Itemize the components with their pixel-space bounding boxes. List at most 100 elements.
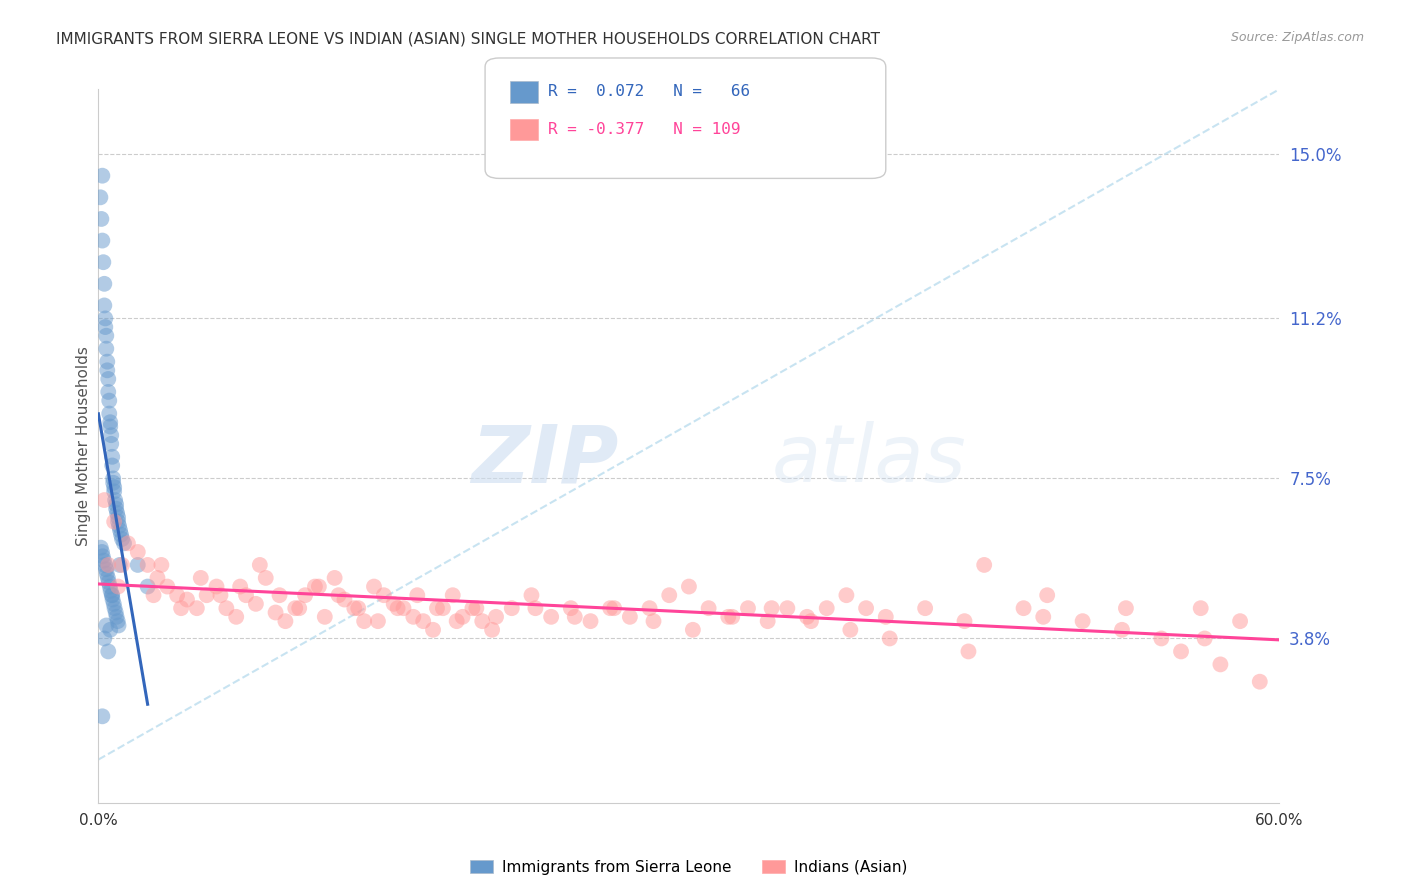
Point <box>540 610 562 624</box>
Point <box>170 601 193 615</box>
Point <box>796 610 818 624</box>
Point <box>1036 588 1059 602</box>
Point <box>98 415 121 429</box>
Point <box>100 428 122 442</box>
Point <box>91 709 114 723</box>
Point <box>89 190 111 204</box>
Point <box>245 597 267 611</box>
Point <box>879 632 901 646</box>
Point <box>914 601 936 615</box>
Point <box>93 493 115 508</box>
Point <box>721 610 744 624</box>
Point <box>156 580 179 594</box>
Point <box>112 536 135 550</box>
Point <box>524 601 547 615</box>
Text: R =  0.072   N =   66: R = 0.072 N = 66 <box>548 85 751 99</box>
Point <box>501 601 523 615</box>
Point <box>91 549 114 564</box>
Point <box>957 644 980 658</box>
Point <box>560 601 582 615</box>
Point <box>235 588 257 602</box>
Point <box>682 623 704 637</box>
Point <box>402 610 425 624</box>
Point <box>471 614 494 628</box>
Point <box>150 558 173 572</box>
Point <box>1229 614 1251 628</box>
Point <box>465 601 488 615</box>
Point <box>367 614 389 628</box>
Point <box>127 545 149 559</box>
Point <box>100 437 122 451</box>
Point <box>1115 601 1137 615</box>
Point <box>426 601 449 615</box>
Point <box>973 558 995 572</box>
Point <box>176 592 198 607</box>
Point <box>111 558 134 572</box>
Point <box>105 610 128 624</box>
Point <box>599 601 621 615</box>
Point <box>96 618 118 632</box>
Point <box>875 610 897 624</box>
Point <box>815 601 838 615</box>
Point <box>96 342 118 356</box>
Point <box>1150 632 1173 646</box>
Point <box>603 601 626 615</box>
Point <box>1170 644 1192 658</box>
Point <box>284 601 307 615</box>
Point <box>190 571 212 585</box>
Point <box>737 601 759 615</box>
Point <box>96 566 118 581</box>
Point <box>756 614 779 628</box>
Point <box>353 614 375 628</box>
Point <box>93 277 115 291</box>
Point <box>343 601 366 615</box>
Point <box>105 497 128 511</box>
Point <box>1071 614 1094 628</box>
Point <box>432 601 454 615</box>
Point <box>308 580 330 594</box>
Point <box>98 419 121 434</box>
Point <box>564 610 586 624</box>
Y-axis label: Single Mother Households: Single Mother Households <box>76 346 91 546</box>
Point <box>382 597 405 611</box>
Point <box>101 592 124 607</box>
Point <box>97 384 120 399</box>
Text: ZIP: ZIP <box>471 421 619 500</box>
Point <box>717 610 740 624</box>
Point <box>93 298 115 312</box>
Point <box>406 588 429 602</box>
Point <box>209 588 232 602</box>
Text: atlas: atlas <box>772 421 966 500</box>
Point <box>94 320 117 334</box>
Point <box>93 255 115 269</box>
Point <box>103 484 125 499</box>
Point <box>146 571 169 585</box>
Point <box>1032 610 1054 624</box>
Point <box>142 588 165 602</box>
Point <box>91 545 114 559</box>
Point <box>107 510 129 524</box>
Point <box>104 606 127 620</box>
Point <box>111 532 134 546</box>
Point <box>97 575 120 590</box>
Point <box>638 601 661 615</box>
Point <box>117 536 139 550</box>
Point <box>98 623 121 637</box>
Text: R = -0.377   N = 109: R = -0.377 N = 109 <box>548 122 741 136</box>
Point <box>103 471 125 485</box>
Point <box>619 610 641 624</box>
Point <box>94 562 117 576</box>
Point <box>108 558 131 572</box>
Point <box>97 571 120 585</box>
Point <box>229 580 252 594</box>
Point <box>839 623 862 637</box>
Point <box>953 614 976 628</box>
Legend: Immigrants from Sierra Leone, Indians (Asian): Immigrants from Sierra Leone, Indians (A… <box>464 854 914 880</box>
Point <box>101 458 124 473</box>
Point <box>98 407 121 421</box>
Point <box>363 580 385 594</box>
Point <box>97 372 120 386</box>
Point <box>323 571 346 585</box>
Point <box>107 618 129 632</box>
Point <box>288 601 311 615</box>
